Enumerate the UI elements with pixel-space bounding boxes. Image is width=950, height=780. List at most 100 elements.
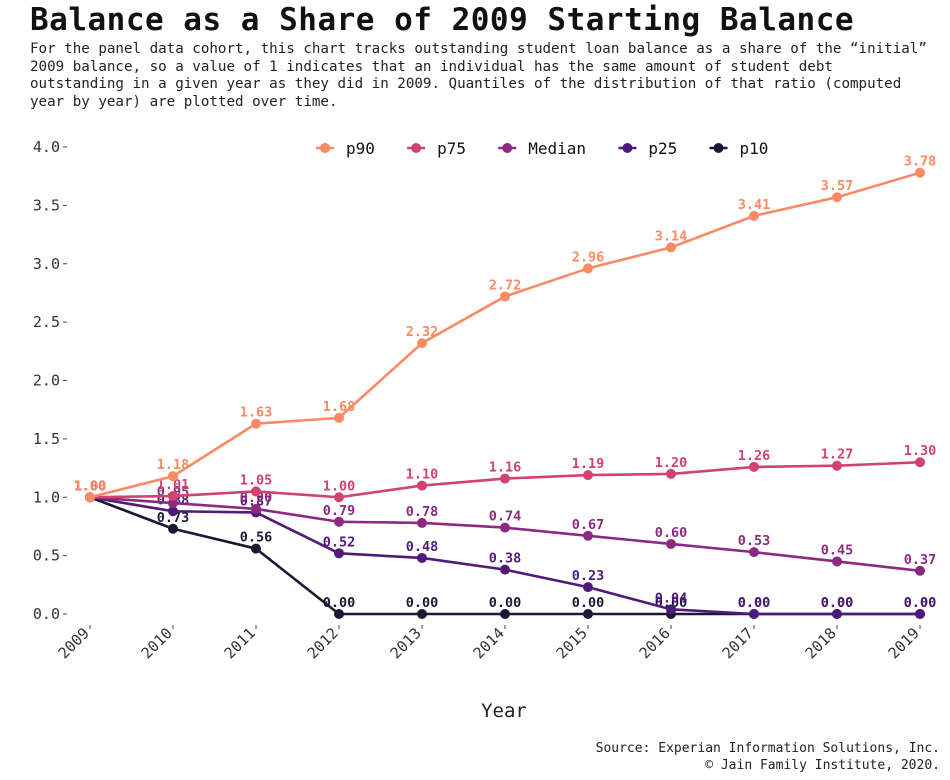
y-tick-label: 0.5 bbox=[33, 547, 60, 565]
data-point bbox=[417, 338, 427, 349]
y-tick-label: 2.5 bbox=[33, 313, 60, 331]
data-label: 0.67 bbox=[572, 517, 605, 533]
data-point bbox=[749, 547, 759, 558]
data-point bbox=[666, 604, 676, 615]
data-point bbox=[832, 192, 842, 203]
data-point bbox=[915, 565, 925, 576]
data-label: 1.16 bbox=[489, 460, 522, 476]
x-tick-label: 2016 bbox=[636, 624, 674, 662]
data-label: 1.00 bbox=[74, 478, 107, 494]
data-point bbox=[500, 522, 510, 533]
data-point bbox=[334, 412, 344, 423]
y-tick-label: 0.0 bbox=[33, 605, 60, 623]
data-label: 0.00 bbox=[821, 595, 854, 611]
series-p75: 1.00 1.01 1.05 1.00 1.10 1.16 1.19 1.20 1.26 1.27… bbox=[74, 443, 937, 503]
data-label: 1.30 bbox=[904, 443, 937, 459]
data-label: 0.38 bbox=[489, 551, 522, 567]
legend-swatch-dot bbox=[622, 143, 633, 153]
data-label: 1.00 bbox=[74, 478, 107, 494]
legend-item-p90: p90 bbox=[316, 139, 375, 158]
data-point bbox=[500, 564, 510, 575]
y-tick-label: 4.0 bbox=[33, 138, 60, 156]
data-label: 0.45 bbox=[821, 542, 854, 558]
data-label: 2.32 bbox=[406, 324, 439, 340]
legend: p90 p75 Median p25 p10 bbox=[316, 139, 768, 158]
data-point bbox=[915, 167, 925, 178]
data-label: 0.00 bbox=[323, 595, 356, 611]
data-point bbox=[417, 552, 427, 563]
legend-swatch-dot bbox=[713, 143, 724, 153]
data-label: 0.00 bbox=[572, 595, 605, 611]
data-label: 0.87 bbox=[240, 493, 273, 509]
data-point bbox=[583, 470, 593, 481]
legend-item-median: Median bbox=[498, 139, 586, 158]
legend-label: p10 bbox=[740, 139, 769, 158]
data-label: 1.10 bbox=[406, 467, 439, 483]
data-point bbox=[749, 609, 759, 619]
data-label: 0.52 bbox=[323, 534, 356, 550]
legend-label: p25 bbox=[648, 139, 677, 158]
data-point bbox=[749, 210, 759, 221]
data-point bbox=[334, 548, 344, 559]
data-label: 0.79 bbox=[323, 503, 356, 519]
data-label: 0.00 bbox=[738, 595, 771, 611]
x-tick-label: 2011 bbox=[221, 624, 259, 662]
data-point bbox=[583, 582, 593, 593]
data-point bbox=[417, 480, 427, 491]
data-label: 3.78 bbox=[904, 154, 937, 170]
data-label: 1.19 bbox=[572, 456, 605, 472]
data-label: 3.14 bbox=[655, 228, 688, 244]
data-point bbox=[583, 609, 593, 619]
data-label: 1.00 bbox=[74, 478, 107, 494]
copyright-line: © Jain Family Institute, 2020. bbox=[705, 758, 940, 773]
data-label: 0.78 bbox=[406, 504, 439, 520]
x-tick-label: 2013 bbox=[387, 624, 425, 662]
data-point bbox=[583, 263, 593, 274]
data-point bbox=[168, 491, 178, 502]
data-point bbox=[500, 609, 510, 619]
data-label: 0.00 bbox=[738, 595, 771, 611]
x-tick-label: 2019 bbox=[885, 624, 923, 662]
data-point bbox=[168, 498, 178, 509]
x-tick-label: 2018 bbox=[802, 624, 840, 662]
legend-swatch-dot bbox=[320, 143, 330, 153]
x-tick-label: 2017 bbox=[719, 624, 757, 662]
data-point bbox=[168, 523, 178, 534]
y-tick-label: 3.5 bbox=[33, 196, 60, 214]
data-point bbox=[417, 517, 427, 528]
chart-title: Balance as a Share of 2009 Starting Bala… bbox=[30, 2, 855, 38]
line-chart: 0.0 0.5 1.0 1.5 2.0 2.5 3.0 3.5 4.0 2009 2010 2011… bbox=[33, 138, 937, 722]
data-label: 1.18 bbox=[157, 457, 190, 473]
data-label: 1.00 bbox=[74, 478, 107, 494]
legend-item-p25: p25 bbox=[618, 139, 677, 158]
data-label: 1.05 bbox=[240, 472, 273, 488]
data-label: 0.48 bbox=[406, 539, 439, 555]
data-point bbox=[500, 473, 510, 484]
x-tick-label: 2012 bbox=[304, 624, 342, 662]
data-label: 2.96 bbox=[572, 249, 605, 265]
data-point bbox=[251, 543, 261, 554]
data-point bbox=[334, 492, 344, 503]
data-point bbox=[832, 460, 842, 471]
data-point bbox=[666, 538, 676, 549]
x-axis-label: Year bbox=[481, 700, 527, 722]
x-tick-label: 2014 bbox=[470, 624, 508, 662]
data-point bbox=[666, 468, 676, 479]
data-point bbox=[749, 461, 759, 472]
x-tick-label: 2010 bbox=[138, 624, 176, 662]
data-point bbox=[666, 242, 676, 253]
data-point bbox=[85, 492, 95, 503]
x-tick-label: 2015 bbox=[553, 624, 591, 662]
data-point bbox=[583, 530, 593, 541]
data-point bbox=[168, 471, 178, 482]
data-label: 0.60 bbox=[655, 525, 688, 541]
legend-item-p10: p10 bbox=[709, 139, 769, 158]
data-label: 1.63 bbox=[240, 405, 273, 421]
data-point bbox=[500, 291, 510, 302]
data-point bbox=[251, 418, 261, 429]
data-label: 0.00 bbox=[821, 595, 854, 611]
data-label: 0.00 bbox=[406, 595, 439, 611]
data-point bbox=[417, 609, 427, 619]
y-axis: 0.0 0.5 1.0 1.5 2.0 2.5 3.0 3.5 4.0 bbox=[33, 138, 67, 623]
data-point bbox=[915, 457, 925, 468]
